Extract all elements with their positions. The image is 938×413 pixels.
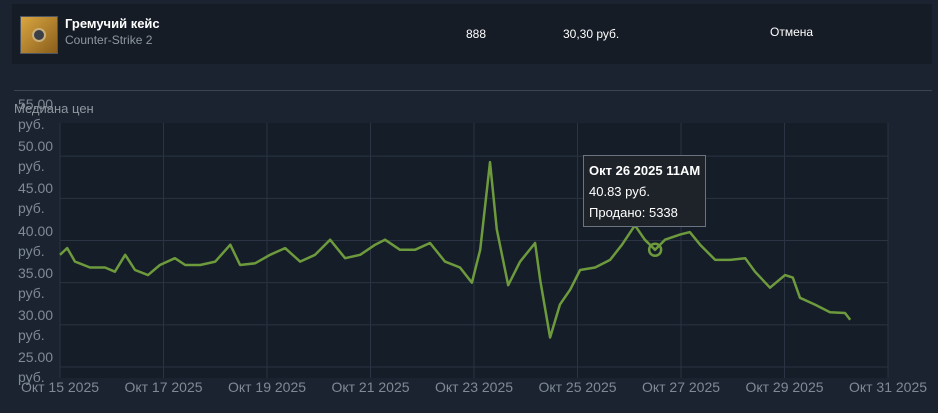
x-tick-label: Окт 27 2025 — [641, 379, 721, 395]
listing-row: Гремучий кейс Counter-Strike 2 888 30,30… — [12, 4, 932, 64]
item-icon — [20, 16, 58, 54]
separator — [14, 90, 932, 91]
tooltip-date: Окт 26 2025 11AM — [589, 163, 701, 178]
tooltip-sold: Продано: 5338 — [589, 205, 678, 220]
y-tick-label: 30.00 руб. — [18, 306, 54, 343]
cancel-button[interactable]: Отмена — [770, 25, 814, 39]
hover-marker — [647, 242, 663, 258]
tooltip: Окт 26 2025 11AM 40.83 руб. Продано: 533… — [583, 155, 707, 227]
price-line — [59, 160, 852, 339]
y-tick-label: 25.00 руб. — [18, 349, 54, 385]
price: 30,30 руб. — [563, 27, 620, 41]
x-tick-label: Окт 21 2025 — [331, 379, 410, 395]
item-name: Гремучий кейс — [65, 16, 160, 31]
x-tick-label: Окт 15 2025 — [20, 379, 100, 395]
y-tick-label: 40.00 руб. — [18, 222, 54, 259]
y-tick-label: 55.00 руб. — [18, 96, 54, 132]
y-tick-label: 45.00 руб. — [18, 180, 54, 217]
x-tick-label: Окт 29 2025 — [745, 379, 824, 395]
chart-title: Медиана цен — [14, 101, 94, 116]
x-tick-label: Окт 17 2025 — [124, 379, 203, 395]
item-game: Counter-Strike 2 — [65, 33, 153, 47]
x-tick-label: Окт 31 2025 — [848, 379, 928, 395]
x-tick-label: Окт 25 2025 — [538, 379, 617, 395]
y-tick-label: 35.00 руб. — [18, 264, 54, 301]
quantity: 888 — [466, 27, 487, 41]
x-tick-label: Окт 19 2025 — [227, 379, 307, 395]
tooltip-price: 40.83 руб. — [589, 184, 650, 199]
x-tick-label: Окт 23 2025 — [434, 379, 514, 395]
y-tick-label: 50.00 руб. — [18, 138, 54, 175]
